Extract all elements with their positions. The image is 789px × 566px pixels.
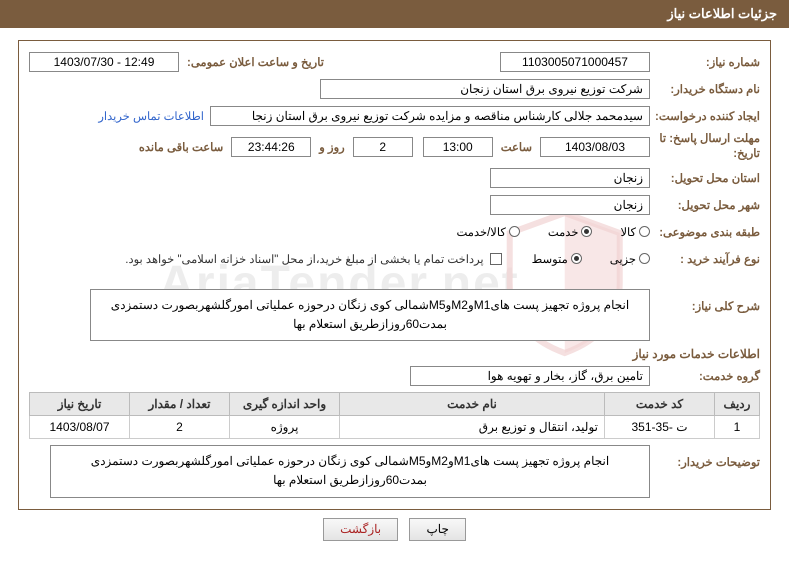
- radio-icon: [639, 226, 650, 237]
- purchase-medium-label: متوسط: [532, 252, 568, 266]
- province-value: زنجان: [490, 168, 650, 188]
- requester-value: سیدمحمد جلالی کارشناس مناقصه و مزایده شر…: [210, 106, 650, 126]
- radio-icon: [571, 253, 582, 264]
- category-goods-label: کالا: [620, 225, 636, 239]
- remaining-label: ساعت باقی مانده: [131, 140, 231, 154]
- contact-link[interactable]: اطلاعات تماس خریدار: [98, 109, 210, 123]
- services-table: ردیف کد خدمت نام خدمت واحد اندازه گیری ت…: [29, 392, 760, 439]
- table-row: 1 ت -35-351 تولید، انتقال و توزیع برق پر…: [30, 416, 760, 439]
- overview-text: انجام پروژه تجهیز پست هایM1وM2وM5شمالی ک…: [90, 289, 650, 341]
- buyer-notes-text: انجام پروژه تجهیز پست هایM1وM2وM5شمالی ک…: [50, 445, 650, 497]
- category-radio-group: کالا خدمت کالا/خدمت: [457, 225, 651, 239]
- cell-unit: پروژه: [230, 416, 340, 439]
- province-label: استان محل تحویل:: [650, 171, 760, 185]
- print-button[interactable]: چاپ: [409, 518, 465, 541]
- th-unit: واحد اندازه گیری: [230, 393, 340, 416]
- table-header-row: ردیف کد خدمت نام خدمت واحد اندازه گیری ت…: [30, 393, 760, 416]
- cell-date: 1403/08/07: [30, 416, 130, 439]
- category-label: طبقه بندی موضوعی:: [650, 225, 760, 239]
- announce-label: تاریخ و ساعت اعلان عمومی:: [179, 55, 332, 69]
- need-number-label: شماره نیاز:: [650, 55, 760, 69]
- back-button[interactable]: بازگشت: [323, 518, 398, 541]
- purchase-medium[interactable]: متوسط: [532, 252, 582, 266]
- days-label: روز و: [311, 140, 352, 154]
- th-row: ردیف: [715, 393, 760, 416]
- category-both[interactable]: کالا/خدمت: [457, 225, 520, 239]
- th-qty: تعداد / مقدار: [130, 393, 230, 416]
- category-goods[interactable]: کالا: [620, 225, 650, 239]
- buyer-value: شرکت توزیع نیروی برق استان زنجان: [320, 79, 650, 99]
- radio-icon: [509, 226, 520, 237]
- deadline-hour: 13:00: [423, 137, 493, 157]
- deadline-days: 2: [353, 137, 413, 157]
- purchase-type-label: نوع فرآیند خرید :: [650, 252, 760, 266]
- button-bar: چاپ بازگشت: [0, 518, 789, 541]
- hour-label: ساعت: [493, 140, 540, 154]
- deadline-label: مهلت ارسال پاسخ: تا تاریخ:: [650, 132, 760, 162]
- cell-qty: 2: [130, 416, 230, 439]
- radio-icon: [581, 226, 592, 237]
- category-service[interactable]: خدمت: [548, 225, 593, 239]
- requester-label: ایجاد کننده درخواست:: [650, 109, 760, 123]
- deadline-date: 1403/08/03: [540, 137, 650, 157]
- city-value: زنجان: [490, 195, 650, 215]
- page-title: جزئیات اطلاعات نیاز: [0, 0, 789, 28]
- deadline-countdown: 23:44:26: [231, 137, 311, 157]
- buyer-label: نام دستگاه خریدار:: [650, 82, 760, 96]
- treasury-checkbox[interactable]: [490, 253, 502, 265]
- th-code: کد خدمت: [605, 393, 715, 416]
- cell-code: ت -35-351: [605, 416, 715, 439]
- purchase-partial[interactable]: جزیی: [610, 252, 650, 266]
- category-both-label: کالا/خدمت: [457, 225, 506, 239]
- cell-row: 1: [715, 416, 760, 439]
- buyer-notes-label: توضیحات خریدار:: [650, 445, 760, 469]
- service-group-value: تامین برق، گاز، بخار و تهویه هوا: [410, 366, 650, 386]
- purchase-type-group: جزیی متوسط: [532, 252, 650, 266]
- th-date: تاریخ نیاز: [30, 393, 130, 416]
- announce-value: 1403/07/30 - 12:49: [29, 52, 179, 72]
- purchase-partial-label: جزیی: [610, 252, 636, 266]
- radio-icon: [639, 253, 650, 264]
- category-service-label: خدمت: [548, 225, 579, 239]
- treasury-note: پرداخت تمام یا بخشی از مبلغ خرید،از محل …: [125, 252, 483, 266]
- cell-name: تولید، انتقال و توزیع برق: [340, 416, 605, 439]
- city-label: شهر محل تحویل:: [650, 198, 760, 212]
- overview-label: شرح کلی نیاز:: [650, 289, 760, 313]
- service-group-label: گروه خدمت:: [650, 369, 760, 383]
- need-number-value: 1103005071000457: [500, 52, 650, 72]
- details-panel: شماره نیاز: 1103005071000457 تاریخ و ساع…: [18, 40, 771, 510]
- th-name: نام خدمت: [340, 393, 605, 416]
- services-section-title: اطلاعات خدمات مورد نیاز: [29, 347, 760, 361]
